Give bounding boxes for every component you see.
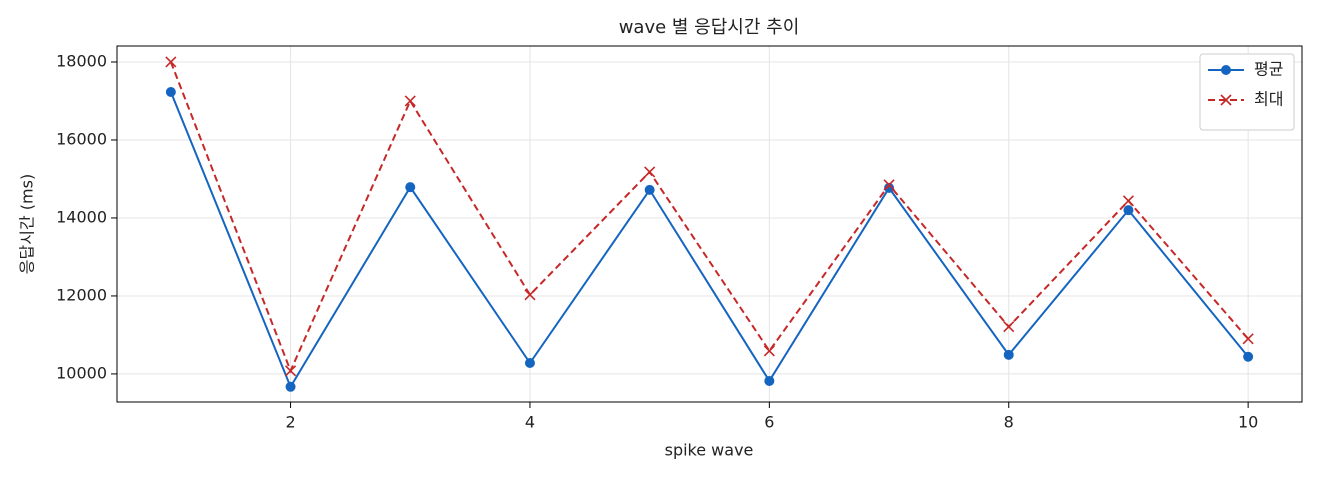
marker [285, 381, 296, 392]
x-axis-label: spike wave [665, 441, 754, 460]
marker [883, 179, 895, 191]
legend-marker [1221, 65, 1231, 75]
marker [404, 95, 416, 107]
marker [524, 289, 536, 301]
marker [1003, 349, 1014, 360]
marker [524, 358, 535, 369]
marker [884, 182, 895, 193]
marker [1242, 333, 1254, 345]
marker [1003, 321, 1015, 333]
legend-marker [1220, 94, 1232, 106]
marker [644, 184, 655, 195]
x-tick-label: 8 [1004, 413, 1014, 432]
marker [764, 375, 775, 386]
plot-frame [116, 45, 1303, 403]
chart-title: wave 별 응답시간 추이 [619, 17, 800, 38]
marker [763, 345, 775, 357]
marker [644, 166, 656, 178]
marker [405, 182, 416, 193]
marker [165, 56, 177, 68]
marker [165, 87, 176, 98]
x-tick-label: 10 [1238, 413, 1258, 432]
series-line [169, 91, 1249, 390]
legend-label: 최대 [1254, 90, 1283, 109]
marker [284, 365, 297, 377]
y-tick-label: 16000 [56, 129, 107, 148]
y-tick-label: 14000 [56, 207, 107, 226]
x-tick-label: 2 [285, 413, 295, 432]
y-tick-label: 10000 [56, 363, 107, 382]
y-tick-label: 18000 [56, 51, 107, 70]
marker [1123, 205, 1134, 216]
marker [1122, 195, 1135, 207]
series-line [169, 61, 1249, 374]
x-tick-label: 4 [525, 413, 535, 432]
y-tick-label: 12000 [56, 285, 107, 304]
marker [1243, 351, 1254, 362]
x-tick-label: 6 [764, 413, 774, 432]
legend-label: 평균 [1254, 60, 1283, 79]
y-axis-label: 응답시간 (ms) [18, 174, 37, 274]
